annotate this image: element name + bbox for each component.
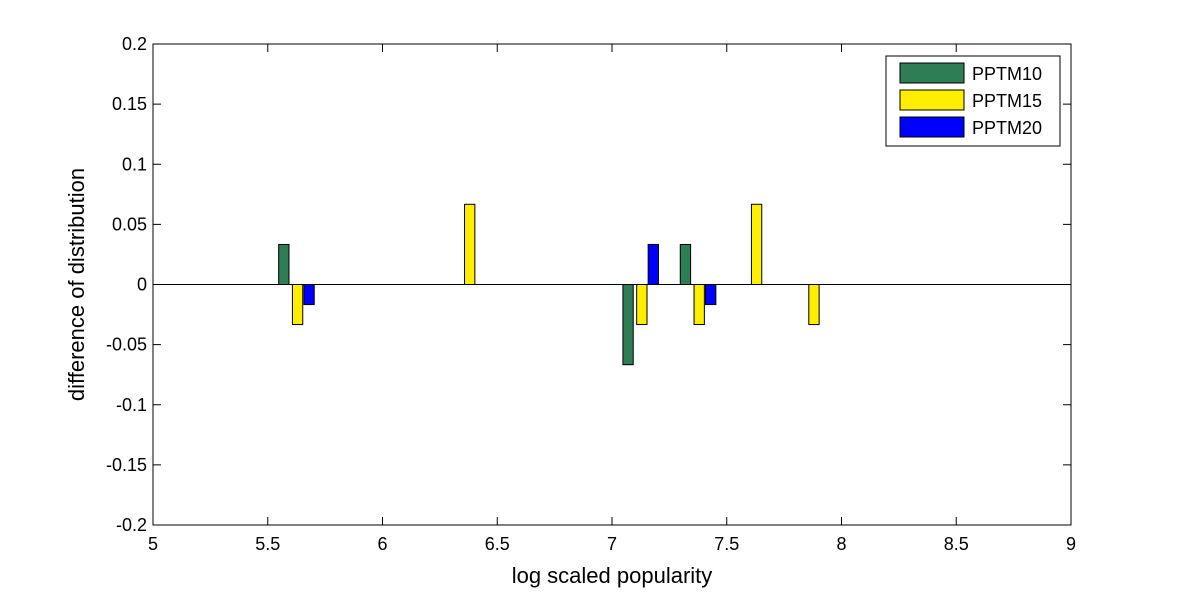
x-axis-ticks: 5 5.5 6 6.5 7 7.5 8 8.5 9 xyxy=(148,44,1076,554)
y-tick-label: 0.05 xyxy=(112,214,147,234)
y-axis-label: difference of distribution xyxy=(64,168,89,401)
x-tick-label: 5.5 xyxy=(255,534,280,554)
legend-label-pptm15: PPTM15 xyxy=(972,91,1042,111)
x-axis-label: log scaled popularity xyxy=(512,563,713,588)
legend: PPTM10 PPTM15 PPTM20 xyxy=(885,55,1061,147)
legend-swatch-pptm15 xyxy=(899,89,965,111)
bar-pptm20-0 xyxy=(303,284,315,306)
bar-pptm15-0 xyxy=(291,284,304,326)
legend-label-pptm10: PPTM10 xyxy=(972,64,1042,84)
bar-pptm10-0 xyxy=(278,243,290,286)
x-tick-label: 5 xyxy=(148,534,158,554)
x-tick-label: 7 xyxy=(607,534,617,554)
bar-pptm15-3 xyxy=(693,284,705,326)
y-axis-ticks: -0.2 -0.15 -0.1 -0.05 0 0.05 0.1 0.15 0.2 xyxy=(106,34,1071,535)
y-tick-label: 0 xyxy=(137,275,147,295)
bar-pptm10-1 xyxy=(622,284,634,366)
x-tick-label: 7.5 xyxy=(714,534,739,554)
legend-swatch-pptm10 xyxy=(899,62,965,84)
bar-pptm15-1 xyxy=(464,203,476,285)
y-tick-label: -0.05 xyxy=(106,335,147,355)
x-tick-label: 8.5 xyxy=(944,534,969,554)
legend-swatch-pptm20 xyxy=(899,116,965,138)
legend-label-pptm20: PPTM20 xyxy=(972,118,1042,138)
x-tick-label: 6 xyxy=(377,534,387,554)
bar-pptm15-5 xyxy=(808,284,820,326)
y-tick-label: 0.15 xyxy=(112,94,147,114)
x-tick-label: 9 xyxy=(1066,534,1076,554)
x-tick-label: 8 xyxy=(836,534,846,554)
y-tick-label: 0.1 xyxy=(122,154,147,174)
y-tick-label: -0.2 xyxy=(116,515,147,535)
bar-pptm20-2 xyxy=(705,284,717,306)
bar-pptm15-2 xyxy=(636,284,648,326)
y-tick-label: -0.15 xyxy=(106,455,147,475)
x-tick-label: 6.5 xyxy=(485,534,510,554)
y-tick-label: -0.1 xyxy=(116,395,147,415)
y-tick-label: 0.2 xyxy=(122,34,147,54)
bar-pptm10-2 xyxy=(679,243,692,286)
bar-pptm20-1 xyxy=(647,243,659,286)
bar-pptm15-4 xyxy=(750,203,763,285)
